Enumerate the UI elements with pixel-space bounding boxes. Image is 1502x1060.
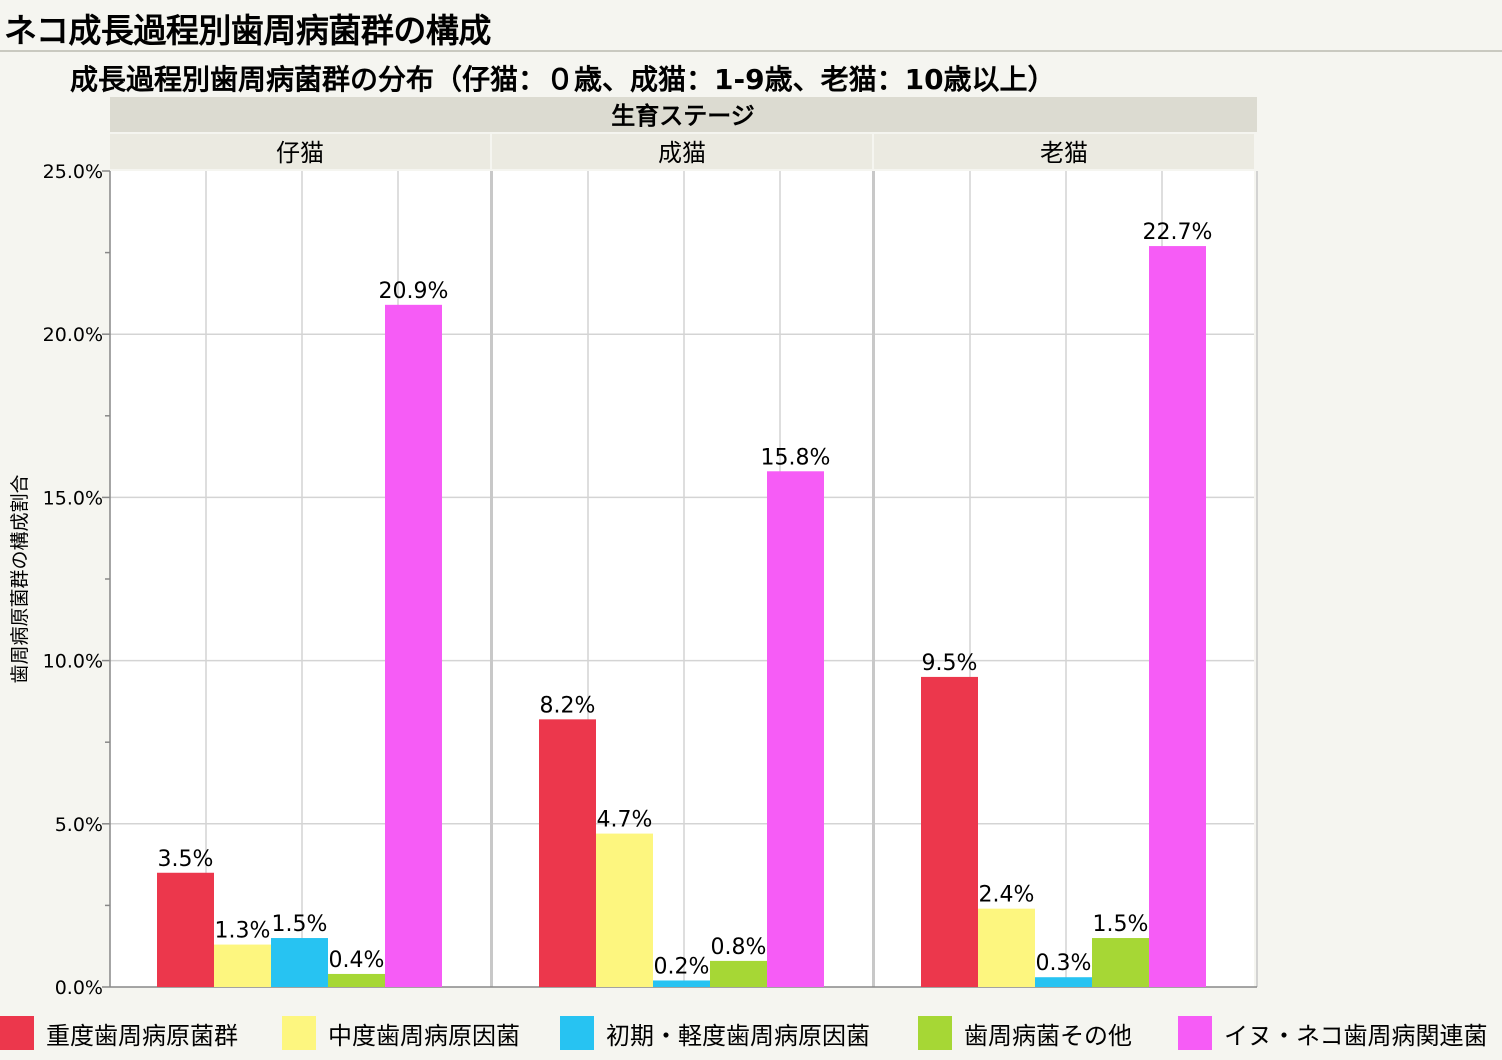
legend: 重度歯周病原菌群 中度歯周病原因菌 初期・軽度歯周病原因菌 歯周病菌その他 イヌ・ネコ歯… bbox=[0, 1013, 1502, 1053]
legend-label: イヌ・ネコ歯周病関連菌 bbox=[1224, 1021, 1488, 1050]
window-title: ネコ成長過程別歯周病菌群の構成 bbox=[4, 11, 491, 50]
legend-label: 歯周病菌その他 bbox=[964, 1021, 1132, 1050]
y-tick-label: 10.0% bbox=[43, 651, 103, 673]
bar-2-仔猫 bbox=[214, 944, 271, 987]
legend-item: イヌ・ネコ歯周病関連菌 bbox=[1178, 1013, 1488, 1053]
y-tick-label: 25.0% bbox=[43, 161, 103, 183]
data-label: 0.2% bbox=[654, 954, 710, 979]
legend-item: 中度歯周病原因菌 bbox=[282, 1013, 520, 1053]
data-label: 2.4% bbox=[979, 883, 1035, 908]
group-header: 生育ステージ bbox=[611, 102, 755, 130]
data-label: 9.5% bbox=[922, 651, 978, 676]
data-label: 4.7% bbox=[597, 808, 653, 833]
bar-3-成猫 bbox=[653, 980, 710, 987]
chart-title: 成長過程別歯周病菌群の分布（仔猫：０歳、成猫：1-9歳、老猫：10歳以上） bbox=[70, 63, 1056, 96]
bar-1-老猫 bbox=[921, 676, 978, 987]
bar-5-老猫 bbox=[1149, 246, 1206, 987]
data-label: 0.4% bbox=[329, 948, 385, 973]
panel-header-2: 成猫 bbox=[658, 139, 706, 167]
panel-header-bg bbox=[110, 134, 490, 169]
y-tick-label: 5.0% bbox=[55, 814, 103, 836]
data-label: 3.5% bbox=[158, 847, 214, 872]
data-label: 1.5% bbox=[272, 912, 328, 937]
bar-4-成猫 bbox=[710, 960, 767, 987]
data-label: 8.2% bbox=[540, 693, 596, 718]
legend-item: 初期・軽度歯周病原因菌 bbox=[560, 1013, 870, 1053]
panel-separator bbox=[872, 171, 875, 987]
bar-3-仔猫 bbox=[271, 938, 328, 987]
bar-5-成猫 bbox=[767, 471, 824, 988]
y-tick-label: 20.0% bbox=[43, 324, 103, 346]
legend-item: 重度歯周病原菌群 bbox=[0, 1013, 238, 1053]
window-title-bar: ネコ成長過程別歯周病菌群の構成 bbox=[0, 0, 1502, 52]
legend-item: 歯周病菌その他 bbox=[918, 1013, 1132, 1053]
legend-swatch bbox=[0, 1016, 34, 1050]
data-label: 0.8% bbox=[711, 935, 767, 960]
legend-label: 重度歯周病原菌群 bbox=[46, 1021, 238, 1050]
bar-5-仔猫 bbox=[385, 304, 442, 988]
bar-3-老猫 bbox=[1035, 977, 1092, 987]
bar-4-老猫 bbox=[1092, 938, 1149, 987]
data-label: 0.3% bbox=[1036, 951, 1092, 976]
data-label: 1.3% bbox=[215, 919, 271, 944]
legend-label: 中度歯周病原因菌 bbox=[328, 1021, 520, 1050]
legend-swatch bbox=[918, 1016, 952, 1050]
data-label: 15.8% bbox=[761, 445, 831, 470]
legend-label: 初期・軽度歯周病原因菌 bbox=[606, 1021, 870, 1050]
bar-1-成猫 bbox=[539, 719, 596, 987]
legend-swatch bbox=[282, 1016, 316, 1050]
group-header-band bbox=[110, 97, 1257, 132]
data-label: 1.5% bbox=[1093, 912, 1149, 937]
panel-header-3: 老猫 bbox=[1040, 139, 1088, 167]
bar-2-老猫 bbox=[978, 908, 1035, 987]
panel-header-bg bbox=[874, 134, 1254, 169]
legend-swatch bbox=[560, 1016, 594, 1050]
data-label: 20.9% bbox=[379, 279, 449, 304]
y-tick-label: 15.0% bbox=[43, 487, 103, 509]
data-label: 22.7% bbox=[1143, 220, 1213, 245]
y-tick-label: 0.0% bbox=[55, 977, 103, 999]
bar-4-仔猫 bbox=[328, 973, 385, 987]
bar-1-仔猫 bbox=[157, 872, 214, 987]
panel-header-1: 仔猫 bbox=[276, 139, 324, 167]
bar-2-成猫 bbox=[596, 833, 653, 987]
y-axis-label: 歯周病原菌群の構成割合 bbox=[9, 474, 31, 683]
panel-header-bg bbox=[492, 134, 872, 169]
legend-swatch bbox=[1178, 1016, 1212, 1050]
panel-separator bbox=[490, 171, 493, 987]
